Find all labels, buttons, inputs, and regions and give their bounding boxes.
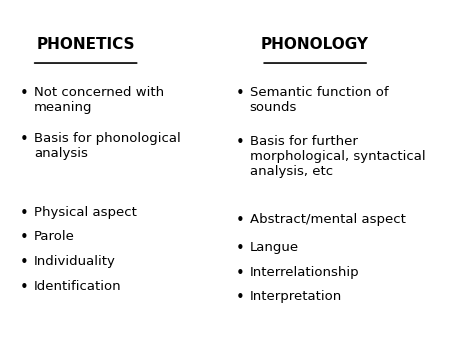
- Text: Interrelationship: Interrelationship: [250, 266, 359, 279]
- Text: •: •: [20, 132, 29, 147]
- Text: Identification: Identification: [34, 280, 122, 293]
- Text: •: •: [236, 290, 244, 305]
- Text: Abstract/mental aspect: Abstract/mental aspect: [250, 213, 405, 226]
- Text: Semantic function of
sounds: Semantic function of sounds: [250, 86, 388, 114]
- Text: •: •: [236, 135, 244, 150]
- Text: •: •: [236, 213, 244, 228]
- Text: Basis for further
morphological, syntactical
analysis, etc: Basis for further morphological, syntact…: [250, 135, 425, 178]
- Text: •: •: [236, 266, 244, 280]
- Text: •: •: [20, 280, 29, 295]
- Text: Individuality: Individuality: [34, 255, 116, 268]
- Text: Basis for phonological
analysis: Basis for phonological analysis: [34, 132, 181, 160]
- Text: PHONETICS: PHONETICS: [36, 37, 135, 51]
- Text: Physical aspect: Physical aspect: [34, 206, 137, 219]
- Text: •: •: [236, 241, 244, 256]
- Text: Not concerned with
meaning: Not concerned with meaning: [34, 86, 164, 114]
- Text: •: •: [20, 230, 29, 245]
- Text: •: •: [20, 255, 29, 270]
- Text: •: •: [236, 86, 244, 101]
- Text: Interpretation: Interpretation: [250, 290, 342, 303]
- Text: •: •: [20, 206, 29, 221]
- Text: •: •: [20, 86, 29, 101]
- Text: Parole: Parole: [34, 230, 75, 243]
- Text: Langue: Langue: [250, 241, 299, 254]
- Text: PHONOLOGY: PHONOLOGY: [261, 37, 369, 51]
